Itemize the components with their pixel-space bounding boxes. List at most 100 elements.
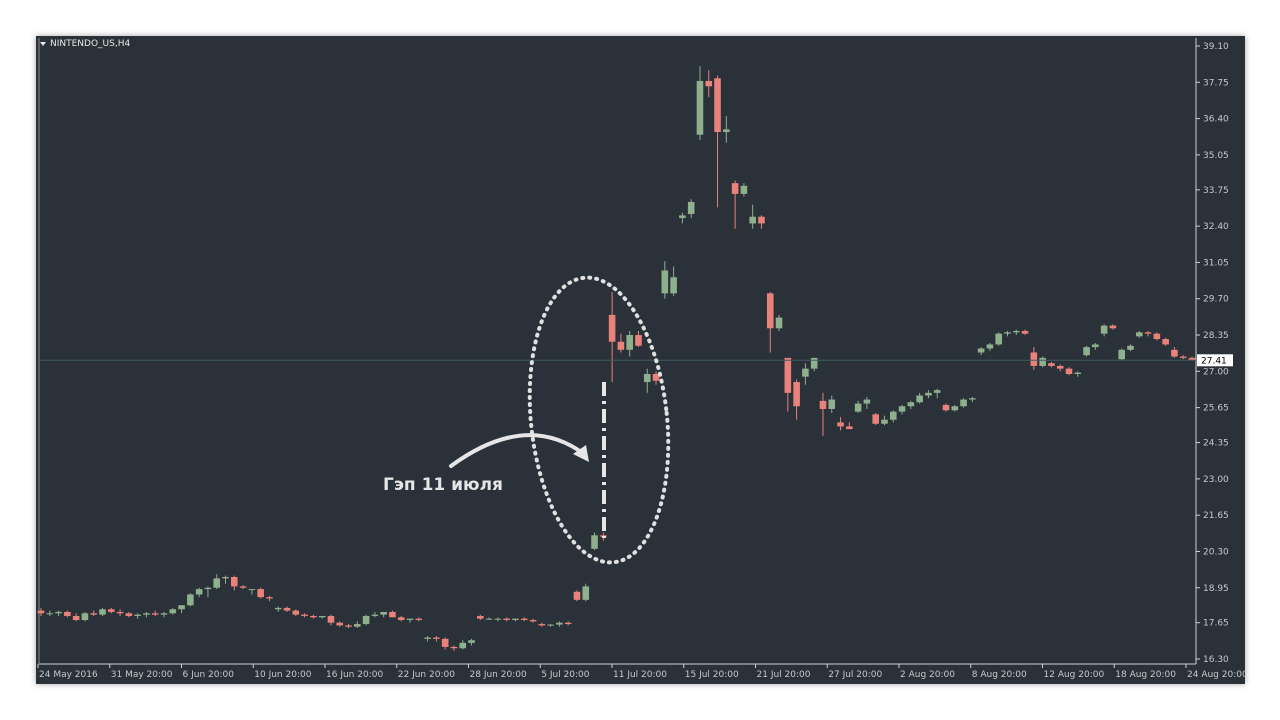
candle-body — [766, 293, 774, 329]
candle-body — [854, 403, 862, 412]
candle-body — [1188, 357, 1196, 361]
candle-body — [99, 609, 106, 615]
symbol-label[interactable]: NINTENDO_US,H4 — [40, 39, 130, 49]
candle-body — [1135, 332, 1143, 337]
candle-body — [784, 357, 792, 393]
candle-body — [222, 576, 229, 579]
candle-body — [529, 620, 537, 622]
gap-arrow-curve — [449, 433, 586, 468]
candle-body — [81, 613, 89, 621]
candle-body — [573, 591, 581, 600]
candle-body — [160, 613, 168, 615]
candle-body — [714, 78, 721, 133]
candle-body — [837, 422, 844, 427]
candle-body — [195, 589, 203, 595]
candle-body — [661, 270, 669, 294]
candle-body — [898, 406, 906, 412]
candle-body — [705, 80, 713, 87]
candle-body — [433, 637, 440, 639]
candle-body — [46, 613, 54, 615]
candle-body — [178, 605, 185, 610]
candle-body — [1171, 349, 1178, 357]
candle-body — [1012, 330, 1020, 333]
candle-body — [494, 618, 502, 620]
candle-body — [310, 615, 317, 618]
x-tick-label: 5 Jul 20:00 — [541, 670, 590, 680]
gap-annotation: Гэп 11 июля — [383, 475, 503, 495]
x-tick-label: 10 Jun 20:00 — [254, 670, 311, 680]
candle-body — [1030, 352, 1038, 366]
candle-body — [538, 624, 546, 626]
candle-body — [389, 611, 396, 618]
candle-body — [450, 646, 458, 649]
y-tick-label: 28.35 — [1203, 331, 1229, 341]
candle-body — [1162, 339, 1169, 345]
candle-body — [951, 406, 959, 411]
candle-body — [723, 129, 730, 133]
candle-body — [793, 382, 800, 407]
x-tick-label: 12 Aug 20:00 — [1044, 670, 1105, 680]
chart-frame: 39.10 37.75 36.40 35.05 33.75 32.40 31.05 29.70… — [36, 36, 1245, 684]
candle-body — [327, 615, 335, 623]
candle-body — [292, 610, 300, 615]
candle-body — [1092, 344, 1099, 348]
candle-body — [204, 587, 212, 590]
x-tick-label: 31 May 20:00 — [111, 670, 173, 680]
x-tick-label: 11 Jul 20:00 — [613, 670, 667, 680]
candle-body — [231, 576, 238, 587]
y-tick-label: 16.30 — [1203, 655, 1229, 665]
candle-body — [459, 642, 467, 649]
current-price-box — [1197, 354, 1233, 367]
candle-body — [643, 374, 651, 383]
candle-body — [1179, 356, 1187, 358]
candle-body — [802, 368, 809, 377]
candle-body — [1118, 349, 1126, 360]
y-tick-label: 20.30 — [1203, 547, 1229, 557]
candle-body — [889, 411, 897, 420]
candle-body — [687, 201, 695, 215]
candle-body — [274, 607, 282, 610]
candle-body — [520, 618, 528, 621]
y-tick-label: 35.05 — [1203, 151, 1229, 161]
candle-body — [652, 374, 660, 381]
candle-body — [1144, 332, 1152, 334]
candlestick-chart: 39.10 37.75 36.40 35.05 33.75 32.40 31.05 29.70… — [37, 38, 1245, 680]
candle-body — [213, 578, 221, 588]
x-tick-label: 27 Jul 20:00 — [828, 670, 882, 680]
candle-body — [547, 624, 554, 626]
dropdown-triangle-icon[interactable] — [40, 41, 46, 46]
candle-body — [503, 618, 510, 621]
candle-body — [424, 637, 431, 639]
x-tick-label: 8 Aug 20:00 — [972, 670, 1027, 680]
candle-body — [116, 611, 124, 614]
x-tick-label: 24 May 2016 — [39, 670, 98, 680]
candle-body — [749, 216, 756, 224]
gap-arrow-head — [573, 445, 589, 462]
x-tick-label: 21 Jul 20:00 — [757, 670, 811, 680]
candle-body — [283, 607, 291, 611]
candle-body — [397, 617, 405, 621]
candle-body — [617, 341, 625, 350]
candle-body — [266, 597, 273, 599]
x-tick-label: 22 Jun 20:00 — [398, 670, 455, 680]
y-tick-label: 25.65 — [1203, 404, 1229, 414]
candle-body — [758, 216, 765, 224]
candle-body — [415, 618, 423, 621]
y-tick-label: 36.40 — [1203, 115, 1229, 125]
candle-body — [696, 80, 704, 135]
y-tick-label: 31.05 — [1203, 258, 1229, 268]
candle-body — [380, 611, 387, 615]
candle-body — [916, 395, 923, 403]
symbol-text: NINTENDO_US,H4 — [50, 39, 131, 49]
candle-body — [485, 618, 493, 620]
candle-body — [819, 400, 827, 409]
candle-body — [881, 419, 888, 424]
candle-body — [925, 392, 932, 396]
y-tick-label: 27.00 — [1203, 367, 1229, 377]
y-tick-label: 39.10 — [1203, 42, 1229, 52]
candle-body — [318, 615, 326, 618]
candle-body — [37, 610, 45, 614]
y-tick-label: 21.65 — [1203, 511, 1229, 521]
candle-body — [872, 414, 879, 424]
candle-body — [134, 614, 141, 616]
